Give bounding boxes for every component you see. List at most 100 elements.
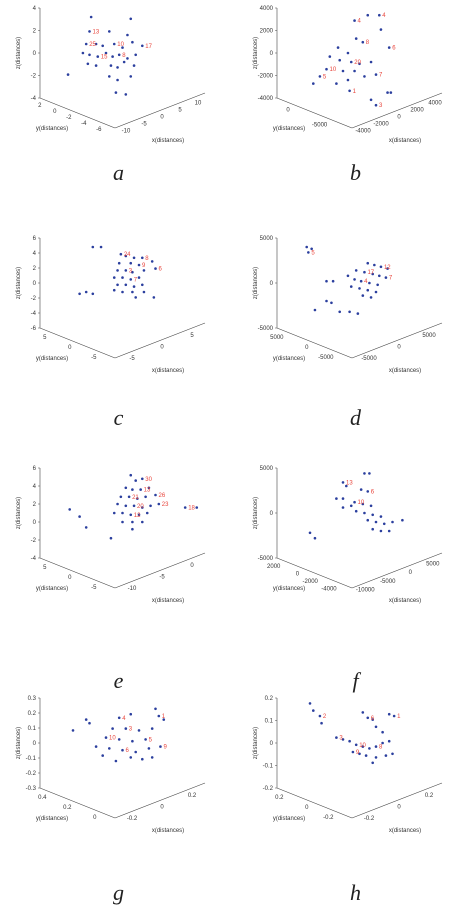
data-point <box>124 254 128 258</box>
x-tick-label: 0.2 <box>188 793 197 799</box>
data-point <box>312 82 315 85</box>
data-point <box>124 486 128 490</box>
x-tick-label: 0 <box>190 563 194 569</box>
z-tick-label: -6 <box>31 326 37 332</box>
data-point <box>374 725 378 729</box>
data-point <box>116 502 119 506</box>
data-point <box>356 312 360 315</box>
data-point <box>134 296 137 299</box>
data-point <box>150 756 154 759</box>
y-tick-label: 0.2 <box>63 805 72 811</box>
data-point <box>111 55 114 58</box>
point-label: 6 <box>371 489 375 495</box>
point-label: 15 <box>101 55 108 61</box>
data-point <box>354 37 358 40</box>
z-tick-label: -2 <box>31 538 37 544</box>
z-tick-label: 2 <box>33 266 37 272</box>
data-point <box>308 531 312 535</box>
x-axis-line <box>351 552 443 589</box>
data-point <box>348 739 351 743</box>
data-point <box>117 53 121 57</box>
z-tick-label: -0.3 <box>26 786 37 792</box>
point-label: 8 <box>366 40 370 46</box>
data-point <box>89 15 93 19</box>
z-axis-label: z(distances) <box>16 37 22 69</box>
x-tick-label: 4000 <box>428 101 442 107</box>
data-point <box>108 30 111 33</box>
z-tick-label: -2 <box>31 74 37 80</box>
z-axis-label: z(distances) <box>16 267 22 299</box>
y-tick-label: 5 <box>43 565 47 571</box>
x-tick-label: -5 <box>129 356 135 362</box>
y-axis-label: y(distances) <box>273 126 305 132</box>
data-point <box>366 716 370 720</box>
data-point <box>358 287 361 290</box>
data-point <box>108 747 111 750</box>
data-point <box>361 294 365 297</box>
data-point <box>104 51 108 55</box>
data-point <box>341 497 345 500</box>
data-point <box>331 279 335 283</box>
data-point <box>330 301 333 305</box>
z-tick-label: -4 <box>31 311 37 317</box>
y-axis-label: y(distances) <box>273 816 305 822</box>
y-tick-label: 0 <box>68 575 72 581</box>
z-tick-label: -0.1 <box>263 764 274 770</box>
data-point <box>338 58 341 62</box>
z-tick-label: -4 <box>31 556 37 562</box>
point-label: 10 <box>109 736 116 742</box>
z-tick-label: -2000 <box>258 74 274 80</box>
data-point <box>353 500 356 504</box>
data-point <box>382 522 386 526</box>
z-tick-label: 0.2 <box>265 696 274 702</box>
point-label: 17 <box>367 270 374 276</box>
x-tick-label: 0 <box>397 805 401 811</box>
point-label: 4 <box>364 279 368 285</box>
data-point <box>91 292 95 296</box>
data-point <box>346 78 350 82</box>
y-axis-line <box>39 787 116 819</box>
point-label: 8 <box>122 53 126 59</box>
point-label: 10 <box>359 743 366 749</box>
data-point <box>366 490 370 493</box>
data-point <box>384 754 388 757</box>
y-axis-label: y(distances) <box>36 126 68 132</box>
data-point <box>335 736 338 739</box>
data-point <box>354 269 358 272</box>
x-tick-label: 5 <box>190 333 194 339</box>
data-point <box>363 270 366 274</box>
data-point <box>150 727 154 730</box>
data-point <box>127 495 131 499</box>
chart-caption-g: g <box>113 880 124 905</box>
data-point <box>346 274 350 278</box>
data-point <box>348 310 351 314</box>
point-label: 20 <box>354 60 361 66</box>
y-tick-label: -5000 <box>318 355 334 361</box>
data-point <box>379 28 383 31</box>
data-point <box>131 488 134 491</box>
x-tick-label: -10 <box>122 129 131 135</box>
point-label: 9 <box>356 750 360 756</box>
data-point <box>114 759 118 763</box>
data-point <box>374 756 378 759</box>
data-point <box>132 64 136 67</box>
point-label: 12 <box>384 265 391 271</box>
data-point <box>99 245 103 249</box>
data-point <box>119 252 123 256</box>
y-tick-label: -5000 <box>312 123 328 129</box>
scatter-chart-c: 6 4 2 0 -2 -4 -6 5 0 -5 -5 0 5 z(distances) y(distance… <box>16 236 206 374</box>
data-point <box>141 757 144 761</box>
data-point <box>108 75 111 78</box>
chart-panel-e: 6 4 2 0 -2 -4 5 0 -5 -10 -5 0 z(distances) y(distance… <box>0 460 237 693</box>
x-tick-label: -5000 <box>380 579 396 585</box>
data-point <box>71 729 75 732</box>
x-tick-label: -5000 <box>361 356 377 362</box>
data-point <box>117 738 121 741</box>
y-tick-label: -4000 <box>321 586 337 592</box>
data-point <box>369 504 373 508</box>
z-tick-label: 2 <box>33 502 37 508</box>
x-tick-label: 0 <box>160 805 164 811</box>
z-tick-label: -0.2 <box>26 771 37 777</box>
data-point <box>122 60 126 64</box>
